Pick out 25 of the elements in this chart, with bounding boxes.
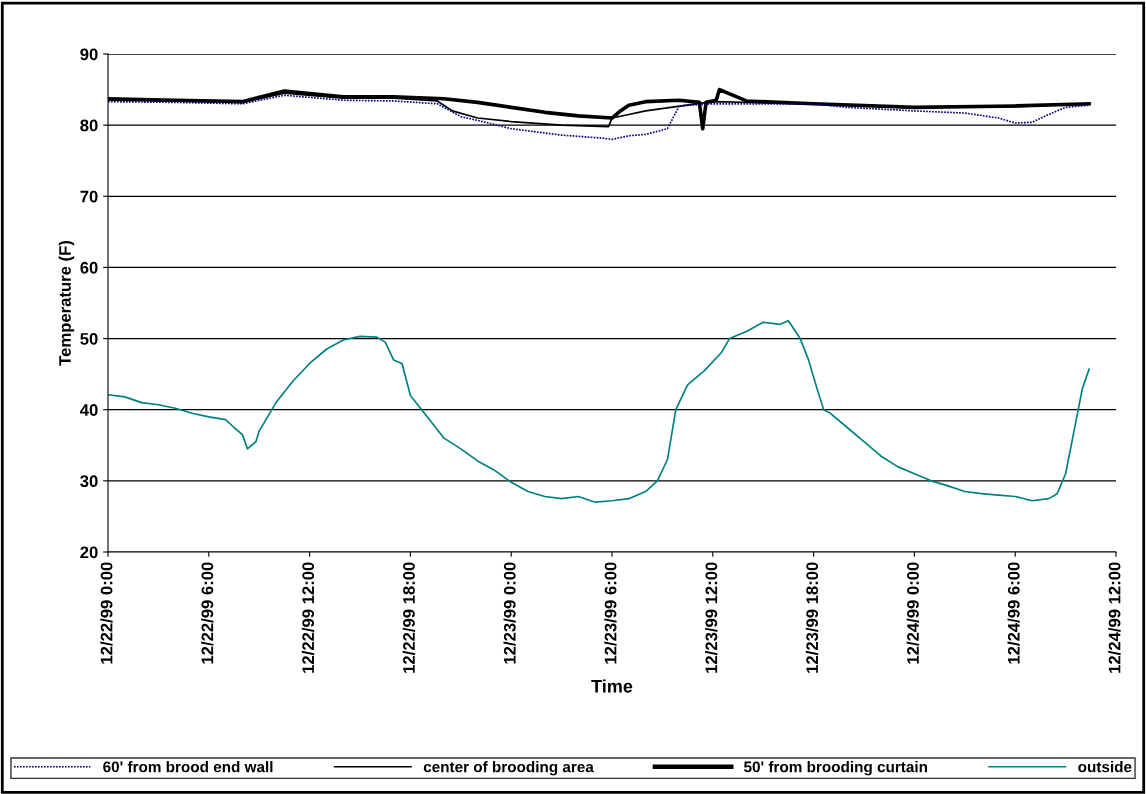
- y-tick-label: 50: [80, 332, 98, 345]
- y-tick-label: 30: [80, 475, 98, 488]
- x-tick-label: 12/22/99 6:00: [201, 562, 214, 664]
- legend-label: 50' from brooding curtain: [744, 761, 928, 776]
- x-tick-label: 12/24/99 12:00: [1108, 562, 1121, 673]
- legend-label: outside: [1078, 761, 1132, 773]
- y-tick-label: 80: [80, 119, 98, 132]
- x-tick-label: 12/22/99 18:00: [402, 562, 416, 673]
- y-tick-label: 20: [80, 546, 98, 559]
- x-tick-label: 12/23/99 6:00: [604, 562, 617, 664]
- legend-label: center of brooding area: [423, 761, 594, 776]
- x-tick-label: 12/23/99 0:00: [503, 562, 516, 664]
- x-tick-label: 12/22/99 0:00: [100, 562, 113, 664]
- legend-label: 60' from brood end wall: [103, 761, 273, 773]
- x-tick-label: 12/23/99 12:00: [705, 562, 718, 673]
- y-tick-label: 70: [80, 190, 98, 203]
- y-tick-label: 90: [80, 48, 98, 61]
- x-axis-title: Time: [591, 679, 633, 693]
- y-tick-label: 40: [79, 404, 98, 416]
- y-axis-title: Temperature (F): [58, 241, 75, 366]
- x-tick-label: 12/24/99 6:00: [1007, 562, 1020, 664]
- x-tick-label: 12/23/99 18:00: [805, 562, 819, 673]
- y-tick-label: 60: [80, 261, 98, 274]
- x-tick-label: 12/24/99 0:00: [906, 562, 920, 664]
- x-tick-label: 12/22/99 12:00: [301, 562, 315, 673]
